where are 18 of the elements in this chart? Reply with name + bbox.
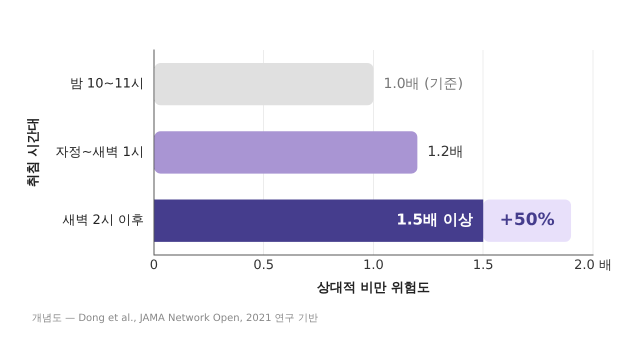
text: 개념도 — Dong et al., JAMA Network Open, 2021 연구 기반 bbox=[32, 312, 318, 325]
y-tick-label: 밤 10~11시 bbox=[70, 76, 144, 92]
x-tick-label: 2.0 배 bbox=[574, 258, 612, 273]
data-label: 1.0배 (기준) bbox=[383, 76, 464, 92]
x-axis-title: 상대적 비만 위험도 bbox=[316, 280, 430, 296]
y-tick-label: 새벽 2시 이후 bbox=[62, 213, 144, 228]
bar bbox=[154, 131, 418, 174]
y-axis-title: 취침 시간대 bbox=[26, 118, 42, 188]
bar bbox=[483, 200, 572, 242]
y-tick-label: 자정~새벽 1시 bbox=[56, 144, 144, 160]
data-label: 1.2배 bbox=[427, 144, 464, 160]
data-label: 1.5배 이상 bbox=[396, 210, 474, 229]
annotation: +50% bbox=[500, 210, 555, 230]
bar bbox=[154, 200, 484, 242]
x-tick-label: 1.0 bbox=[363, 258, 384, 273]
x-tick-label: 1.5 bbox=[472, 258, 494, 273]
x-tick-label: 0.5 bbox=[253, 258, 274, 273]
x-tick-label: 0 bbox=[150, 258, 158, 273]
